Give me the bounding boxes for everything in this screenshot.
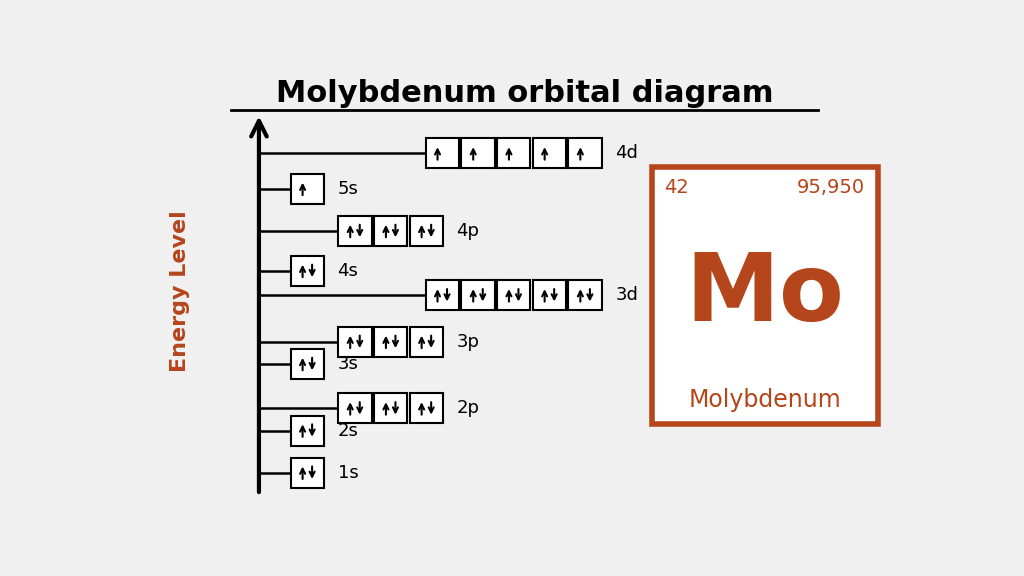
Bar [532,281,566,310]
Text: 4p: 4p [457,222,479,240]
Bar [374,216,408,246]
Bar [374,327,408,357]
Text: 1s: 1s [338,464,358,482]
Bar [532,138,566,168]
Text: 3d: 3d [615,286,638,304]
Bar [410,327,443,357]
Text: 95,950: 95,950 [797,178,865,197]
Text: 3p: 3p [457,333,479,351]
Bar [338,393,372,423]
Bar [291,349,324,379]
Bar [291,415,324,446]
Text: 42: 42 [665,178,689,197]
Bar [461,281,495,310]
Bar [410,393,443,423]
Bar [291,174,324,204]
Bar [338,216,372,246]
Text: 4d: 4d [615,145,638,162]
Text: 4s: 4s [338,262,358,280]
Text: Mo: Mo [685,249,845,342]
Bar [497,281,530,310]
Bar [461,138,495,168]
Text: 2s: 2s [338,422,358,439]
Bar [291,256,324,286]
Bar [652,166,878,424]
Bar [374,393,408,423]
Text: Molybdenum: Molybdenum [688,388,842,411]
Text: 2p: 2p [457,399,479,418]
Bar [568,138,602,168]
Bar [291,458,324,488]
Bar [497,138,530,168]
Bar [426,138,459,168]
Bar [426,281,459,310]
Bar [410,216,443,246]
Text: 3s: 3s [338,355,358,373]
Bar [338,327,372,357]
Text: Molybdenum orbital diagram: Molybdenum orbital diagram [276,79,773,108]
Bar [568,281,602,310]
Text: 5s: 5s [338,180,358,198]
Text: Energy Level: Energy Level [170,210,189,372]
